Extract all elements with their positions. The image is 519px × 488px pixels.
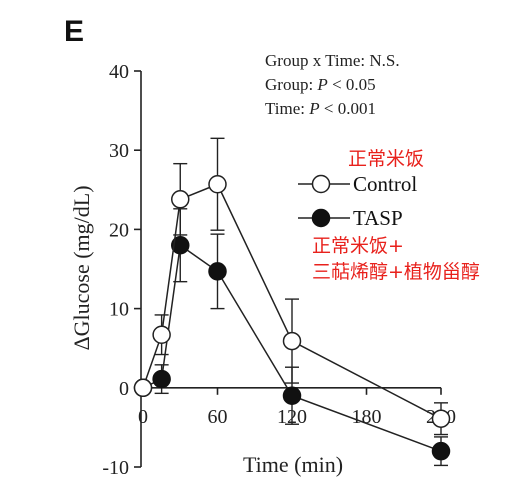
- tasp-data-point: [171, 235, 190, 255]
- y-tick-label: -10: [102, 457, 129, 479]
- control-series-line: [142, 183, 442, 420]
- control-data-point: [152, 325, 171, 344]
- tasp-data-point: [431, 441, 451, 461]
- tasp-cn-label-2: 三萜烯醇+植物甾醇: [312, 261, 480, 283]
- x-tick-label: 0: [138, 406, 148, 428]
- control-cn-label: 正常米饭: [348, 148, 424, 170]
- y-tick-label: 40: [109, 61, 129, 83]
- control-data-point: [431, 409, 451, 428]
- legend-tasp-label: TASP: [353, 206, 403, 230]
- x-axis-title: Time (min): [243, 452, 343, 477]
- y-axis-title: ΔGlucose (mg/dL): [69, 185, 94, 350]
- stats-annotation: Group x Time: N.S. Group: P < 0.05 Time:…: [265, 51, 400, 118]
- y-tick-label: 20: [109, 219, 129, 241]
- x-tick-label: 180: [352, 406, 382, 428]
- legend-tasp-marker: [311, 208, 331, 228]
- x-tick-label: 60: [208, 406, 228, 428]
- stat-line-group: Group: P < 0.05: [265, 75, 376, 94]
- stat-line-interaction: Group x Time: N.S.: [265, 51, 400, 70]
- control-data-point: [282, 331, 302, 351]
- stat-line-time: Time: P < 0.001: [265, 99, 376, 118]
- legend-control-marker: [311, 174, 331, 194]
- control-data-point: [133, 378, 153, 398]
- legend: 正常米饭 Control TASP 正常米饭+ 三萜烯醇+植物甾醇: [298, 148, 480, 283]
- tasp-data-point: [282, 386, 302, 405]
- series-layer: [133, 137, 451, 467]
- y-tick-label: 30: [109, 140, 129, 162]
- control-data-point: [208, 175, 227, 194]
- tasp-data-point: [152, 369, 171, 389]
- panel-letter: E: [64, 15, 84, 48]
- control-data-point: [171, 190, 190, 209]
- tasp-cn-label-1: 正常米饭+: [312, 235, 404, 257]
- y-tick-label: 10: [109, 299, 129, 321]
- y-tick-label: 0: [119, 378, 129, 400]
- tasp-data-point: [208, 262, 227, 281]
- legend-control-label: Control: [353, 172, 417, 196]
